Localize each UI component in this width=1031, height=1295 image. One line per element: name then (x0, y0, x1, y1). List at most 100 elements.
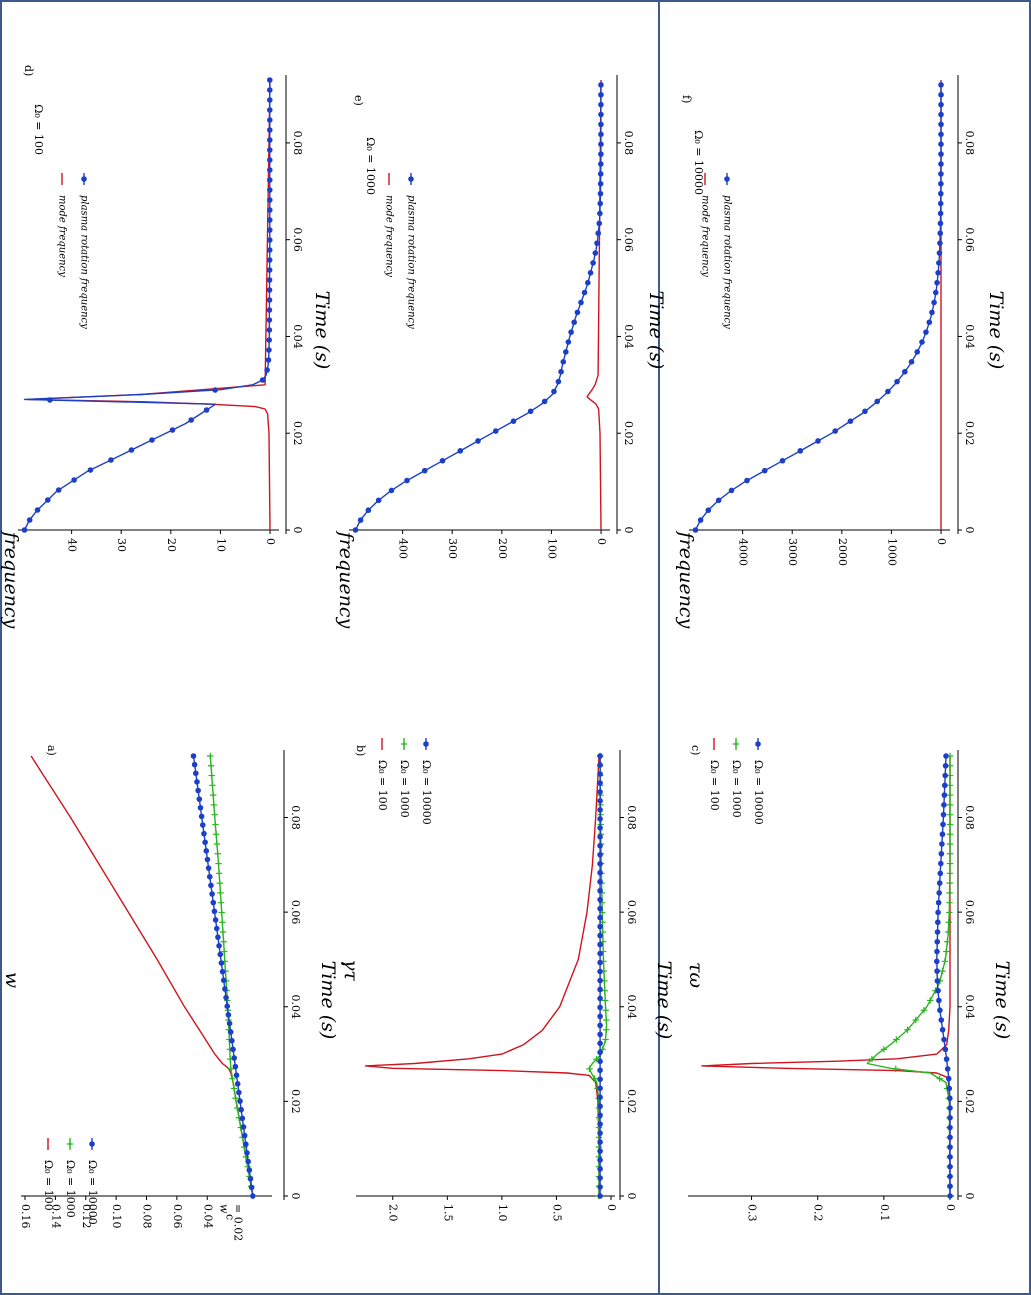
data-point (597, 950, 603, 957)
data-point (597, 1049, 603, 1056)
series-dot (352, 82, 604, 533)
data-point (914, 349, 921, 355)
data-point (266, 347, 272, 353)
y-tick-label: 20 (165, 538, 178, 552)
data-point (87, 467, 94, 473)
data-point (203, 848, 210, 854)
series-line (364, 755, 600, 1196)
data-point (946, 909, 953, 916)
data-point (216, 879, 224, 887)
data-point (938, 161, 944, 167)
series-line (26, 79, 271, 531)
y-tick-label: 0 (935, 538, 948, 545)
data-point (938, 850, 945, 857)
data-point (934, 978, 941, 984)
data-point (938, 131, 944, 138)
y-tick-label: 30 (115, 538, 128, 552)
y-axis-title: w (1, 972, 23, 988)
legend-marker (66, 1140, 74, 1148)
data-point (205, 865, 212, 871)
data-point (527, 408, 534, 415)
data-point (862, 408, 868, 415)
legend-marker (732, 740, 740, 748)
y-tick-label: 2000 (836, 538, 849, 566)
data-point (196, 796, 203, 802)
data-point (234, 1081, 241, 1087)
panel-label: f) (680, 95, 693, 103)
legend: mode frequency plasma rotation frequency (57, 173, 90, 329)
series-line (701, 756, 951, 1196)
data-point (596, 220, 603, 227)
data-point (239, 1115, 246, 1122)
series-dot (934, 753, 953, 1199)
data-point (597, 860, 603, 867)
y-tick-label: 1.5 (441, 1204, 454, 1222)
annotation-subscript: c (224, 1214, 237, 1220)
x-tick-label: 0.02 (622, 421, 635, 446)
data-point (219, 928, 227, 936)
data-point (558, 368, 564, 375)
data-point (597, 171, 604, 177)
y-axis-title: frequency (0, 530, 22, 629)
series-line-0 (26, 79, 271, 531)
legend-marker (81, 176, 87, 182)
series-line (30, 755, 254, 1197)
data-point (937, 240, 943, 246)
data-point (597, 1085, 603, 1092)
data-point (212, 821, 219, 828)
data-point (571, 319, 577, 326)
data-point (597, 1121, 603, 1127)
data-point (597, 1067, 603, 1074)
x-tick-label: 0 (963, 527, 976, 534)
data-point (947, 1173, 953, 1180)
legend: mode frequency plasma rotation frequency (700, 173, 733, 329)
data-point (938, 121, 944, 128)
data-point (214, 850, 221, 857)
legend: Ω₀ = 100 Ω₀ = 1000 Ω₀ = 10000 (376, 738, 433, 825)
data-point (937, 210, 944, 217)
y-tick-label: 1000 (885, 538, 898, 566)
data-point (597, 932, 603, 939)
data-point (204, 856, 211, 863)
legend-label: plasma rotation frequency (79, 195, 90, 329)
data-point (594, 240, 600, 246)
data-point (904, 1026, 911, 1033)
legend-label: Ω₀ = 10000 (420, 760, 433, 825)
data-point (587, 269, 594, 276)
data-point (943, 753, 949, 759)
data-point (71, 477, 77, 483)
series-dot (190, 753, 256, 1199)
data-point (942, 762, 949, 769)
data-point (938, 101, 944, 108)
data-point (247, 1175, 254, 1182)
data-point (586, 1065, 593, 1073)
data-point (266, 157, 273, 163)
data-point (510, 418, 517, 424)
data-point (597, 842, 603, 849)
data-point (108, 457, 114, 463)
x-tick-label: 0.02 (291, 421, 304, 446)
data-point (597, 1193, 603, 1199)
data-point (266, 167, 273, 173)
y-tick-label: 0.2 (812, 1204, 825, 1222)
data-point (266, 217, 273, 223)
y-tick-label: 0.08 (141, 1204, 154, 1229)
data-point (227, 1065, 235, 1073)
data-point (220, 977, 227, 984)
data-point (946, 850, 954, 857)
data-point (595, 230, 602, 237)
data-point (947, 1183, 953, 1190)
chart-panels: 00.020.040.060.080.040.060.080.100.120.1… (0, 65, 1013, 1241)
data-point (191, 761, 198, 768)
data-point (266, 277, 273, 283)
data-point (597, 762, 603, 768)
data-point (847, 418, 854, 424)
legend-label: mode frequency (57, 195, 68, 277)
data-point (218, 960, 225, 966)
data-point (578, 299, 584, 306)
data-point (225, 1012, 232, 1018)
data-point (947, 1134, 953, 1141)
data-point (266, 97, 273, 103)
data-point (947, 1124, 953, 1131)
chart-panel-c: 0 0.02 0.04 0.06 0.08 0 0.1 0.2 0.3 Time (s) τω c) Ω… (685, 738, 1013, 1222)
